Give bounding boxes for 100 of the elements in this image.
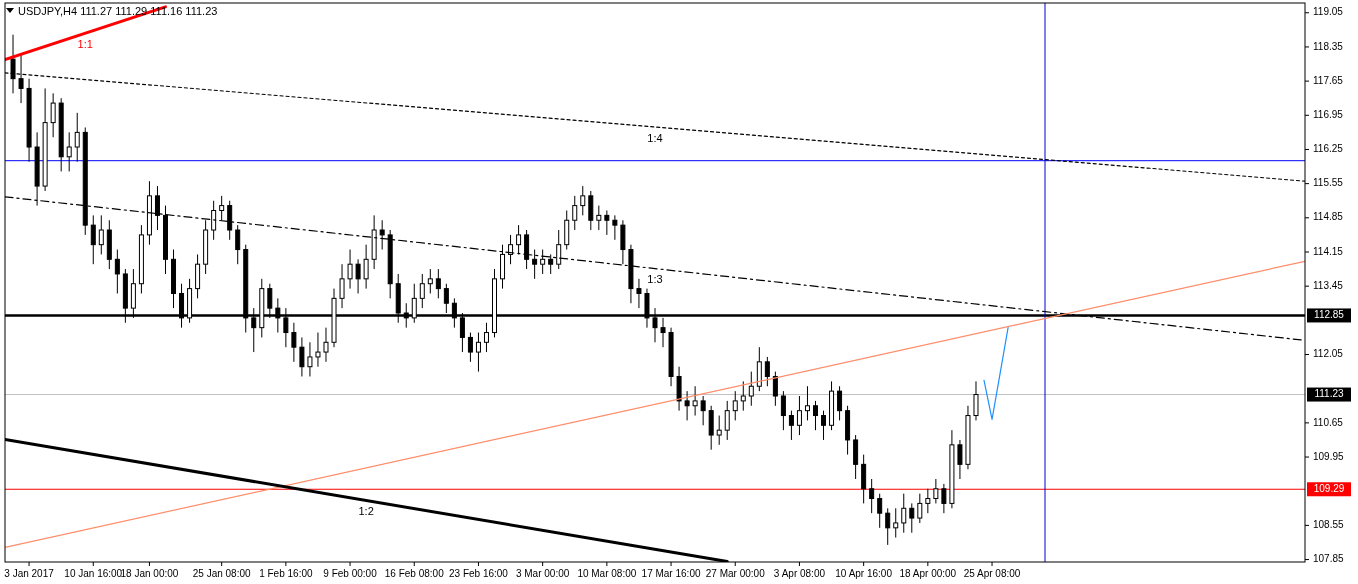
candlestick [893,507,899,539]
candlestick [812,400,818,431]
candlestick [692,385,698,417]
candlestick [804,385,810,421]
candlestick [532,249,538,280]
candlestick [933,478,939,504]
candlestick [941,483,947,514]
candlestick [427,268,433,294]
ref-line-label: 111.23 [1314,388,1344,400]
candlestick [732,390,738,421]
x-tick-label: 23 Feb 16:00 [448,567,509,579]
candlestick [740,380,746,412]
candlestick [973,380,979,421]
series-label: 1:1 [77,38,93,51]
candlestick [98,214,104,255]
candlestick [909,502,915,534]
candlestick [475,332,481,373]
candlestick [580,185,586,216]
candlestick [90,214,96,265]
candlestick [467,332,473,363]
candlestick [748,371,754,407]
candlestick [363,244,369,290]
candlestick [379,219,385,251]
x-tick-label: 27 Mar 00:00 [705,567,766,579]
candlestick [901,493,907,534]
candlestick [636,278,642,309]
candlestick [307,341,313,377]
x-tick-label: 1 Feb 16:00 [259,567,313,579]
candlestick [821,410,827,441]
candlestick [355,258,361,294]
y-tick-label: 113.45 [1313,279,1344,291]
x-tick-label: 10 Jan 16:00 [64,567,123,579]
candlestick [869,478,875,514]
candlestick [50,92,56,138]
candlestick [323,327,329,363]
candlestick [612,214,618,241]
x-tick-label: 17 Mar 16:00 [641,567,701,579]
x-tick-label: 3 Jan 2017 [4,567,55,579]
candlestick [596,205,602,231]
candlestick [74,112,80,163]
x-tick-label: 9 Feb 00:00 [323,567,378,579]
chart-title: USDJPY,H4 111.27 111.29 111.16 111.23 [18,5,218,17]
candlestick [508,234,514,265]
candlestick [604,209,610,236]
candlestick [772,371,778,407]
candlestick [339,263,345,309]
ref-line-label: 109.29 [1313,482,1345,494]
x-tick-label: 10 Apr 16:00 [835,567,893,579]
y-tick-label: 108.55 [1313,519,1345,531]
candlestick [572,195,578,231]
candlestick [837,385,843,421]
candlestick [724,400,730,441]
candlestick [957,439,963,480]
candlestick [66,131,72,172]
line-series [983,327,1009,421]
x-tick-label: 18 Jan 00:00 [120,567,179,579]
series-label: 1:2 [358,505,374,518]
candlestick [788,410,794,441]
candlestick [917,493,923,524]
x-tick-label: 25 Apr 08:00 [963,567,1021,579]
candlestick [299,336,305,377]
x-tick-label: 18 Apr 00:00 [899,567,957,579]
candlestick [291,322,297,363]
candlestick [114,249,120,294]
candlestick [925,488,931,514]
y-tick-label: 115.55 [1313,177,1344,189]
y-tick-label: 117.65 [1313,74,1344,86]
y-tick-label: 112.05 [1313,348,1344,360]
y-tick-label: 114.85 [1313,211,1344,223]
candlestick [516,224,522,255]
x-tick-label: 3 Mar 00:00 [515,567,570,579]
candlestick [211,200,217,241]
x-tick-label: 3 Apr 08:00 [773,567,826,579]
x-tick-label: 25 Jan 08:00 [192,567,252,579]
y-tick-label: 119.05 [1313,6,1344,18]
x-tick-label: 10 Mar 08:00 [577,567,637,579]
candlestick [419,273,425,309]
y-tick-label: 107.85 [1313,553,1345,565]
candlestick [235,224,241,265]
series-label: 1:4 [647,131,663,144]
y-tick-label: 110.65 [1313,416,1344,428]
y-tick-label: 116.25 [1313,143,1344,155]
candlestick [548,253,554,275]
candlestick [796,395,802,436]
candlestick [885,507,891,546]
candlestick [435,268,441,299]
candlestick [483,322,489,353]
candlestick [700,395,706,426]
candlestick [315,332,321,368]
candlestick [716,415,722,446]
candlestick [556,229,562,270]
y-tick-label: 109.95 [1313,450,1345,462]
y-tick-label: 114.15 [1313,245,1344,257]
y-tick-label: 118.35 [1313,40,1344,52]
candlestick [780,390,786,431]
candlestick [877,493,883,529]
x-tick-label: 16 Feb 08:00 [384,567,445,579]
candlestick [540,249,546,275]
candlestick [684,390,690,421]
candlestick [347,249,353,290]
